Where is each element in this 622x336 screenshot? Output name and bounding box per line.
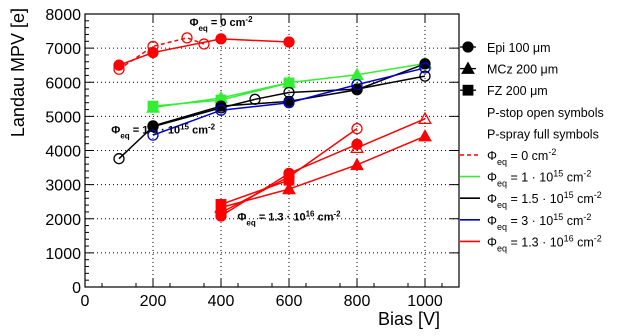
legend-marker xyxy=(462,41,474,53)
y-axis-title: Landau MPV [e] xyxy=(8,8,28,137)
y-tick-label: 1000 xyxy=(45,246,81,263)
y-tick-label: 0 xyxy=(72,280,81,297)
y-tick-label: 7000 xyxy=(45,41,81,58)
data-point xyxy=(419,70,431,82)
data-point xyxy=(351,123,363,135)
data-point xyxy=(147,40,159,53)
y-tick-label: 5000 xyxy=(45,109,81,126)
x-tick-label: 600 xyxy=(276,293,303,310)
data-point xyxy=(249,93,261,105)
legend: Epi 100 μm MCz 200 μm FZ 200 μm P-stop open… xyxy=(460,41,604,253)
x-axis-title: Bias [V] xyxy=(378,309,440,329)
data-point xyxy=(113,63,125,75)
data-point xyxy=(419,58,431,70)
series-line xyxy=(356,118,426,149)
data-point xyxy=(147,129,159,141)
series-line xyxy=(118,37,205,70)
grid xyxy=(85,13,459,287)
legend-label: Φeq = 1.3 · 1016 cm-2 xyxy=(487,233,602,253)
annotation-label: Φeq = 0 cm-2 xyxy=(189,14,253,32)
series-line xyxy=(220,179,290,206)
y-tick-label: 6000 xyxy=(45,75,81,92)
data-point xyxy=(419,62,431,74)
data-point xyxy=(350,157,364,171)
y-tick-label: 4000 xyxy=(45,144,81,161)
legend-label: MCz 200 μm xyxy=(487,63,558,77)
y-tick-label: 8000 xyxy=(45,7,81,24)
data-point xyxy=(418,111,432,125)
legend-label: Φeq = 1.5 · 1015 cm-2 xyxy=(487,190,602,210)
data-point xyxy=(282,181,296,195)
legend-label: FZ 200 μm xyxy=(487,84,548,98)
annotations: Φeq = 0 cm-2 Φeq = 1-3 · 1015 cm-2 Φeq = 1… xyxy=(111,14,341,227)
legend-marker xyxy=(461,61,475,74)
data-point xyxy=(418,129,432,142)
data-point xyxy=(113,153,125,165)
x-tick-label: 800 xyxy=(344,293,371,310)
legend-label: Φeq = 3 · 1015 cm-2 xyxy=(487,212,591,232)
data-point xyxy=(350,140,364,154)
data-point xyxy=(351,78,363,91)
data-point xyxy=(215,33,227,45)
axes: 0 200 400 600 800 1000 0 1000 2000 3000 4000 5000 60… xyxy=(45,7,460,310)
data-point xyxy=(351,83,363,95)
data-point xyxy=(147,120,159,133)
legend-label: Φeq = 1 · 1015 cm-2 xyxy=(487,169,591,189)
data-point xyxy=(283,97,295,109)
data-point xyxy=(215,199,227,210)
data-point xyxy=(215,104,227,116)
series-markers xyxy=(113,32,432,222)
y-tick-label: 2000 xyxy=(45,212,81,229)
x-tick-label: 0 xyxy=(81,293,90,310)
x-tick-label: 1000 xyxy=(407,293,443,310)
data-point xyxy=(181,32,193,44)
series-line xyxy=(118,38,290,66)
data-point xyxy=(283,174,295,186)
data-point xyxy=(198,38,210,50)
legend-label: Epi 100 μm xyxy=(487,41,550,55)
series-line xyxy=(220,135,426,209)
annotation-label: Φeq = 1-3 · 1015 cm-2 xyxy=(111,122,215,140)
legend-label: Φeq = 0 cm-2 xyxy=(487,147,556,167)
legend-note: P-spray full symbols xyxy=(487,127,599,141)
legend-note: P-stop open symbols xyxy=(487,106,604,120)
annotation-label: Φeq = 1.3 · 1016 cm-2 xyxy=(237,209,341,227)
data-point xyxy=(147,100,159,112)
data-point xyxy=(283,77,295,89)
x-tick-label: 400 xyxy=(208,293,235,310)
legend-marker xyxy=(462,84,474,96)
data-point xyxy=(113,59,125,71)
x-tick-label: 200 xyxy=(140,293,167,310)
y-tick-label: 3000 xyxy=(45,178,81,195)
data-point xyxy=(283,36,295,48)
